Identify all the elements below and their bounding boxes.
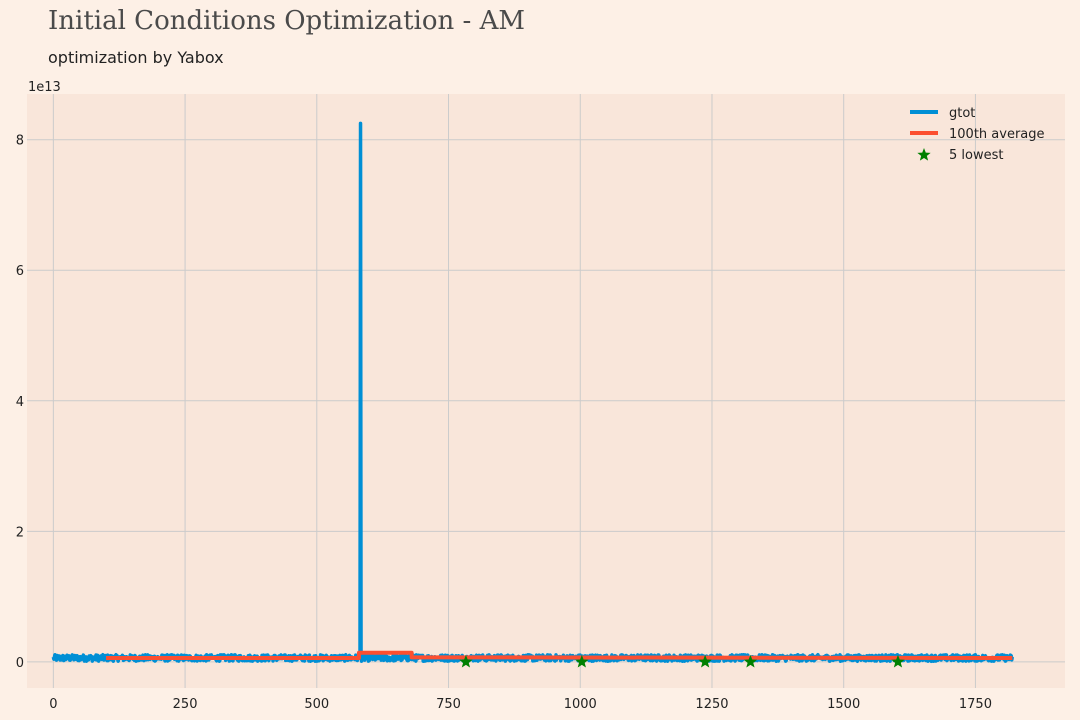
plot-area bbox=[27, 94, 1065, 688]
y-tick-label: 2 bbox=[16, 525, 24, 540]
x-tick-label: 1250 bbox=[695, 697, 728, 712]
y-tick-label: 8 bbox=[16, 134, 24, 149]
y-tick-label: 0 bbox=[16, 656, 24, 671]
y-tick-label: 6 bbox=[16, 264, 24, 279]
y-axis-exponent: 1e13 bbox=[28, 80, 61, 95]
x-tick-label: 750 bbox=[436, 697, 461, 712]
y-tick-label: 4 bbox=[16, 395, 24, 410]
chart-title: Initial Conditions Optimization - AM bbox=[48, 6, 525, 36]
legend: gtot 100th average 5 lowest bbox=[910, 106, 1045, 163]
x-tick-label: 1750 bbox=[959, 697, 992, 712]
legend-label: 100th average bbox=[949, 127, 1045, 142]
x-tick-label: 0 bbox=[49, 697, 57, 712]
legend-label: 5 lowest bbox=[949, 148, 1003, 163]
chart-subtitle: optimization by Yabox bbox=[48, 48, 224, 67]
series-layer bbox=[51, 121, 1015, 668]
legend-label: gtot bbox=[949, 106, 975, 121]
x-tick-label: 1500 bbox=[827, 697, 860, 712]
lowest-point-star bbox=[698, 654, 712, 668]
lowest-point-star bbox=[575, 654, 589, 668]
x-tick-label: 500 bbox=[304, 697, 329, 712]
x-axis-ticks: 0 250 500 750 1000 1250 1500 1750 bbox=[49, 697, 992, 712]
lowest-point-star bbox=[459, 654, 473, 668]
x-tick-label: 1000 bbox=[564, 697, 597, 712]
y-axis-ticks: 0 2 4 6 8 bbox=[16, 134, 24, 671]
series-average-line bbox=[106, 650, 1013, 660]
lowest-point-star bbox=[743, 654, 758, 668]
lowest-point-star bbox=[891, 654, 905, 668]
legend-star-marker bbox=[917, 148, 931, 161]
x-tick-label: 250 bbox=[173, 697, 198, 712]
